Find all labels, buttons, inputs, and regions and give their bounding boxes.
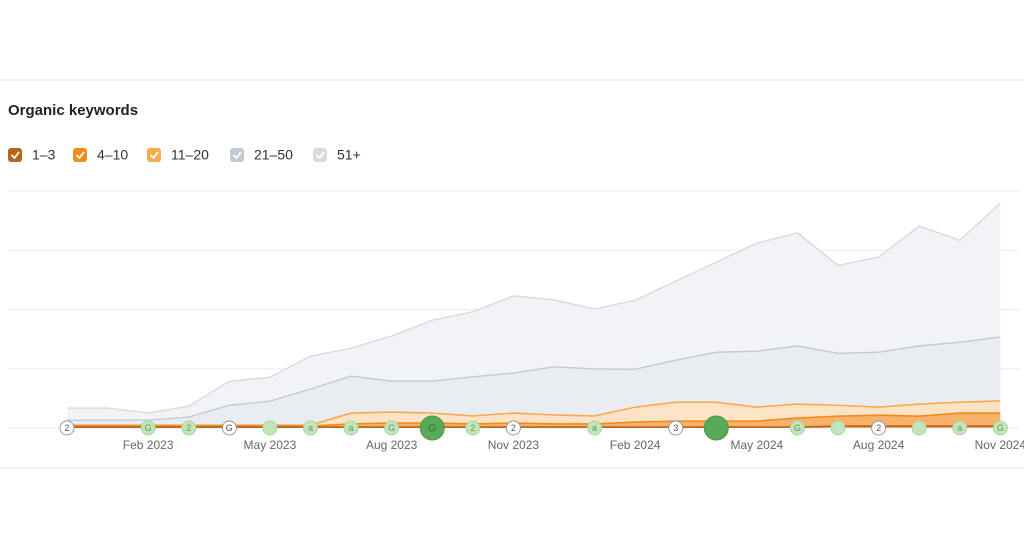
annotation-label[interactable]: 2: [511, 423, 516, 433]
legend-item[interactable]: 1–3: [8, 147, 56, 163]
annotation-marker[interactable]: [871, 420, 887, 436]
legend-label[interactable]: 11–20: [171, 147, 209, 163]
annotation-label[interactable]: G: [226, 423, 233, 433]
annotation[interactable]: G: [221, 420, 237, 436]
annotation-marker[interactable]: [668, 420, 684, 436]
annotation-label[interactable]: 2: [186, 423, 191, 433]
annotation[interactable]: [911, 420, 927, 436]
annotation-marker[interactable]: [789, 420, 805, 436]
annotation-label[interactable]: G: [997, 423, 1004, 433]
x-tick-label: May 2023: [244, 438, 297, 452]
annotation-marker[interactable]: [140, 420, 156, 436]
x-tick-label: May 2024: [731, 438, 784, 452]
annotation-label[interactable]: G: [428, 422, 437, 434]
area-fill: [67, 203, 1001, 421]
series-line: [67, 202, 1001, 414]
annotation-marker[interactable]: [384, 420, 400, 436]
annotation-marker[interactable]: [302, 420, 318, 436]
annotation-marker[interactable]: [992, 420, 1008, 436]
x-tick-label: Nov 2023: [488, 438, 540, 452]
annotation[interactable]: G: [140, 420, 156, 436]
annotation-label[interactable]: G: [145, 423, 152, 433]
area-fill: [67, 413, 1001, 428]
annotation-label[interactable]: a: [308, 423, 313, 433]
annotation[interactable]: G: [384, 420, 400, 436]
annotation-marker[interactable]: [59, 420, 75, 436]
annotation-marker[interactable]: [221, 420, 237, 436]
annotation-marker[interactable]: [505, 420, 521, 436]
annotation-marker[interactable]: [262, 420, 278, 436]
legend-check: [232, 151, 242, 160]
legend-check: [75, 151, 85, 160]
annotation-marker[interactable]: [830, 420, 846, 436]
legend-check: [149, 151, 159, 160]
annotation[interactable]: 2: [181, 420, 197, 436]
legend-check: [10, 151, 20, 160]
legend-label[interactable]: 21–50: [254, 147, 293, 163]
legend-checkbox[interactable]: [230, 148, 244, 162]
annotation-marker[interactable]: [181, 420, 197, 436]
x-tick-label: Feb 2024: [610, 438, 661, 452]
annotation-label[interactable]: 2: [470, 423, 475, 433]
annotation[interactable]: 2: [505, 420, 521, 436]
legend-checkbox[interactable]: [147, 148, 161, 162]
legend-checkbox[interactable]: [8, 148, 22, 162]
series-line: [67, 336, 1001, 421]
legend-check: [315, 151, 325, 160]
annotation[interactable]: G: [419, 415, 445, 441]
annotation-marker[interactable]: [343, 420, 359, 436]
chart-title: Organic keywords: [8, 102, 138, 119]
annotation-marker[interactable]: [587, 420, 603, 436]
x-tick-label: Aug 2024: [853, 438, 905, 452]
legend-item[interactable]: 21–50: [230, 147, 293, 163]
annotation-label[interactable]: G: [794, 423, 801, 433]
annotation-label[interactable]: a: [592, 423, 597, 433]
annotation-marker[interactable]: [952, 420, 968, 436]
legend-label[interactable]: 4–10: [97, 147, 128, 163]
legend-label[interactable]: 51+: [337, 147, 361, 163]
annotation[interactable]: G: [789, 420, 805, 436]
annotation[interactable]: 2: [59, 420, 75, 436]
annotation[interactable]: 2: [465, 420, 481, 436]
annotation-label[interactable]: a: [957, 423, 962, 433]
annotation-marker[interactable]: [465, 420, 481, 436]
legend-label[interactable]: 1–3: [32, 147, 56, 163]
annotation[interactable]: [830, 420, 846, 436]
x-tick-label: Nov 2024: [975, 438, 1024, 452]
legend-item[interactable]: 11–20: [147, 147, 209, 163]
legend-checkbox[interactable]: [73, 148, 87, 162]
annotation-label[interactable]: 3: [673, 423, 678, 433]
annotation-label[interactable]: 2: [876, 423, 881, 433]
annotation-label[interactable]: 2: [64, 423, 69, 433]
area-fill: [67, 336, 1001, 426]
annotation[interactable]: G: [992, 420, 1008, 436]
x-tick-label: Feb 2023: [123, 438, 174, 452]
x-tick-label: Aug 2023: [366, 438, 418, 452]
annotation[interactable]: a: [343, 420, 359, 436]
annotation-label[interactable]: G: [388, 423, 395, 433]
legend-item[interactable]: 51+: [313, 147, 361, 163]
annotation-marker[interactable]: [703, 415, 729, 441]
legend-item[interactable]: 4–10: [73, 147, 128, 163]
annotation[interactable]: [262, 420, 278, 436]
annotation-marker[interactable]: [911, 420, 927, 436]
plot: Feb 2023 May 2023 Aug 2023 Nov 2023 Feb 2024…: [8, 190, 1024, 452]
annotation[interactable]: [703, 415, 729, 441]
annotation[interactable]: a: [952, 420, 968, 436]
legend: 1–3 4–10 11–20 21–50 51+: [8, 147, 361, 163]
legend-checkbox[interactable]: [313, 148, 327, 162]
annotation[interactable]: 3: [668, 420, 684, 436]
annotation[interactable]: a: [587, 420, 603, 436]
annotation[interactable]: a: [302, 420, 318, 436]
annotation-marker[interactable]: [419, 415, 445, 441]
annotation-label[interactable]: a: [349, 423, 354, 433]
annotation[interactable]: 2: [871, 420, 887, 436]
